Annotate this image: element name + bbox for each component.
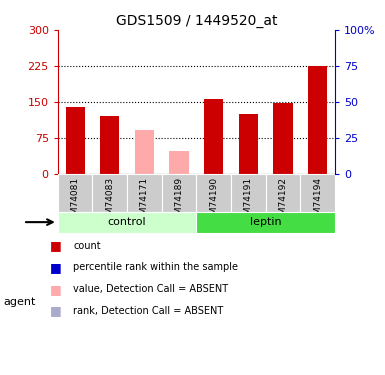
- Text: GSM74192: GSM74192: [278, 177, 288, 226]
- Text: GSM74081: GSM74081: [70, 177, 80, 226]
- Bar: [196, 174, 231, 212]
- Bar: [127, 174, 162, 212]
- Bar: [92, 174, 127, 212]
- Text: ■: ■: [50, 304, 62, 317]
- Bar: [169, 151, 189, 174]
- Bar: [196, 212, 335, 232]
- Bar: [162, 174, 196, 212]
- Bar: [308, 66, 327, 174]
- Text: ■: ■: [50, 261, 62, 274]
- Text: GSM74189: GSM74189: [174, 177, 184, 226]
- Bar: [266, 174, 300, 212]
- Text: percentile rank within the sample: percentile rank within the sample: [73, 262, 238, 272]
- Text: count: count: [73, 241, 101, 250]
- Text: GSM74083: GSM74083: [105, 177, 114, 226]
- Text: GSM74191: GSM74191: [244, 177, 253, 226]
- Bar: [239, 114, 258, 174]
- Bar: [100, 116, 119, 174]
- Text: rank, Detection Call = ABSENT: rank, Detection Call = ABSENT: [73, 306, 223, 316]
- Bar: [204, 99, 223, 174]
- Text: GSM74171: GSM74171: [140, 177, 149, 226]
- Bar: [231, 174, 266, 212]
- Text: agent: agent: [4, 297, 36, 307]
- Bar: [273, 103, 293, 174]
- Text: leptin: leptin: [250, 217, 281, 227]
- Bar: [300, 174, 335, 212]
- Text: GSM74190: GSM74190: [209, 177, 218, 226]
- Bar: [58, 174, 92, 212]
- Bar: [58, 212, 196, 232]
- Bar: [135, 130, 154, 174]
- Text: GSM74194: GSM74194: [313, 177, 322, 226]
- Title: GDS1509 / 1449520_at: GDS1509 / 1449520_at: [116, 13, 277, 28]
- Text: ■: ■: [50, 283, 62, 296]
- Bar: [65, 106, 85, 174]
- Text: ■: ■: [50, 239, 62, 252]
- Text: control: control: [108, 217, 146, 227]
- Text: value, Detection Call = ABSENT: value, Detection Call = ABSENT: [73, 284, 228, 294]
